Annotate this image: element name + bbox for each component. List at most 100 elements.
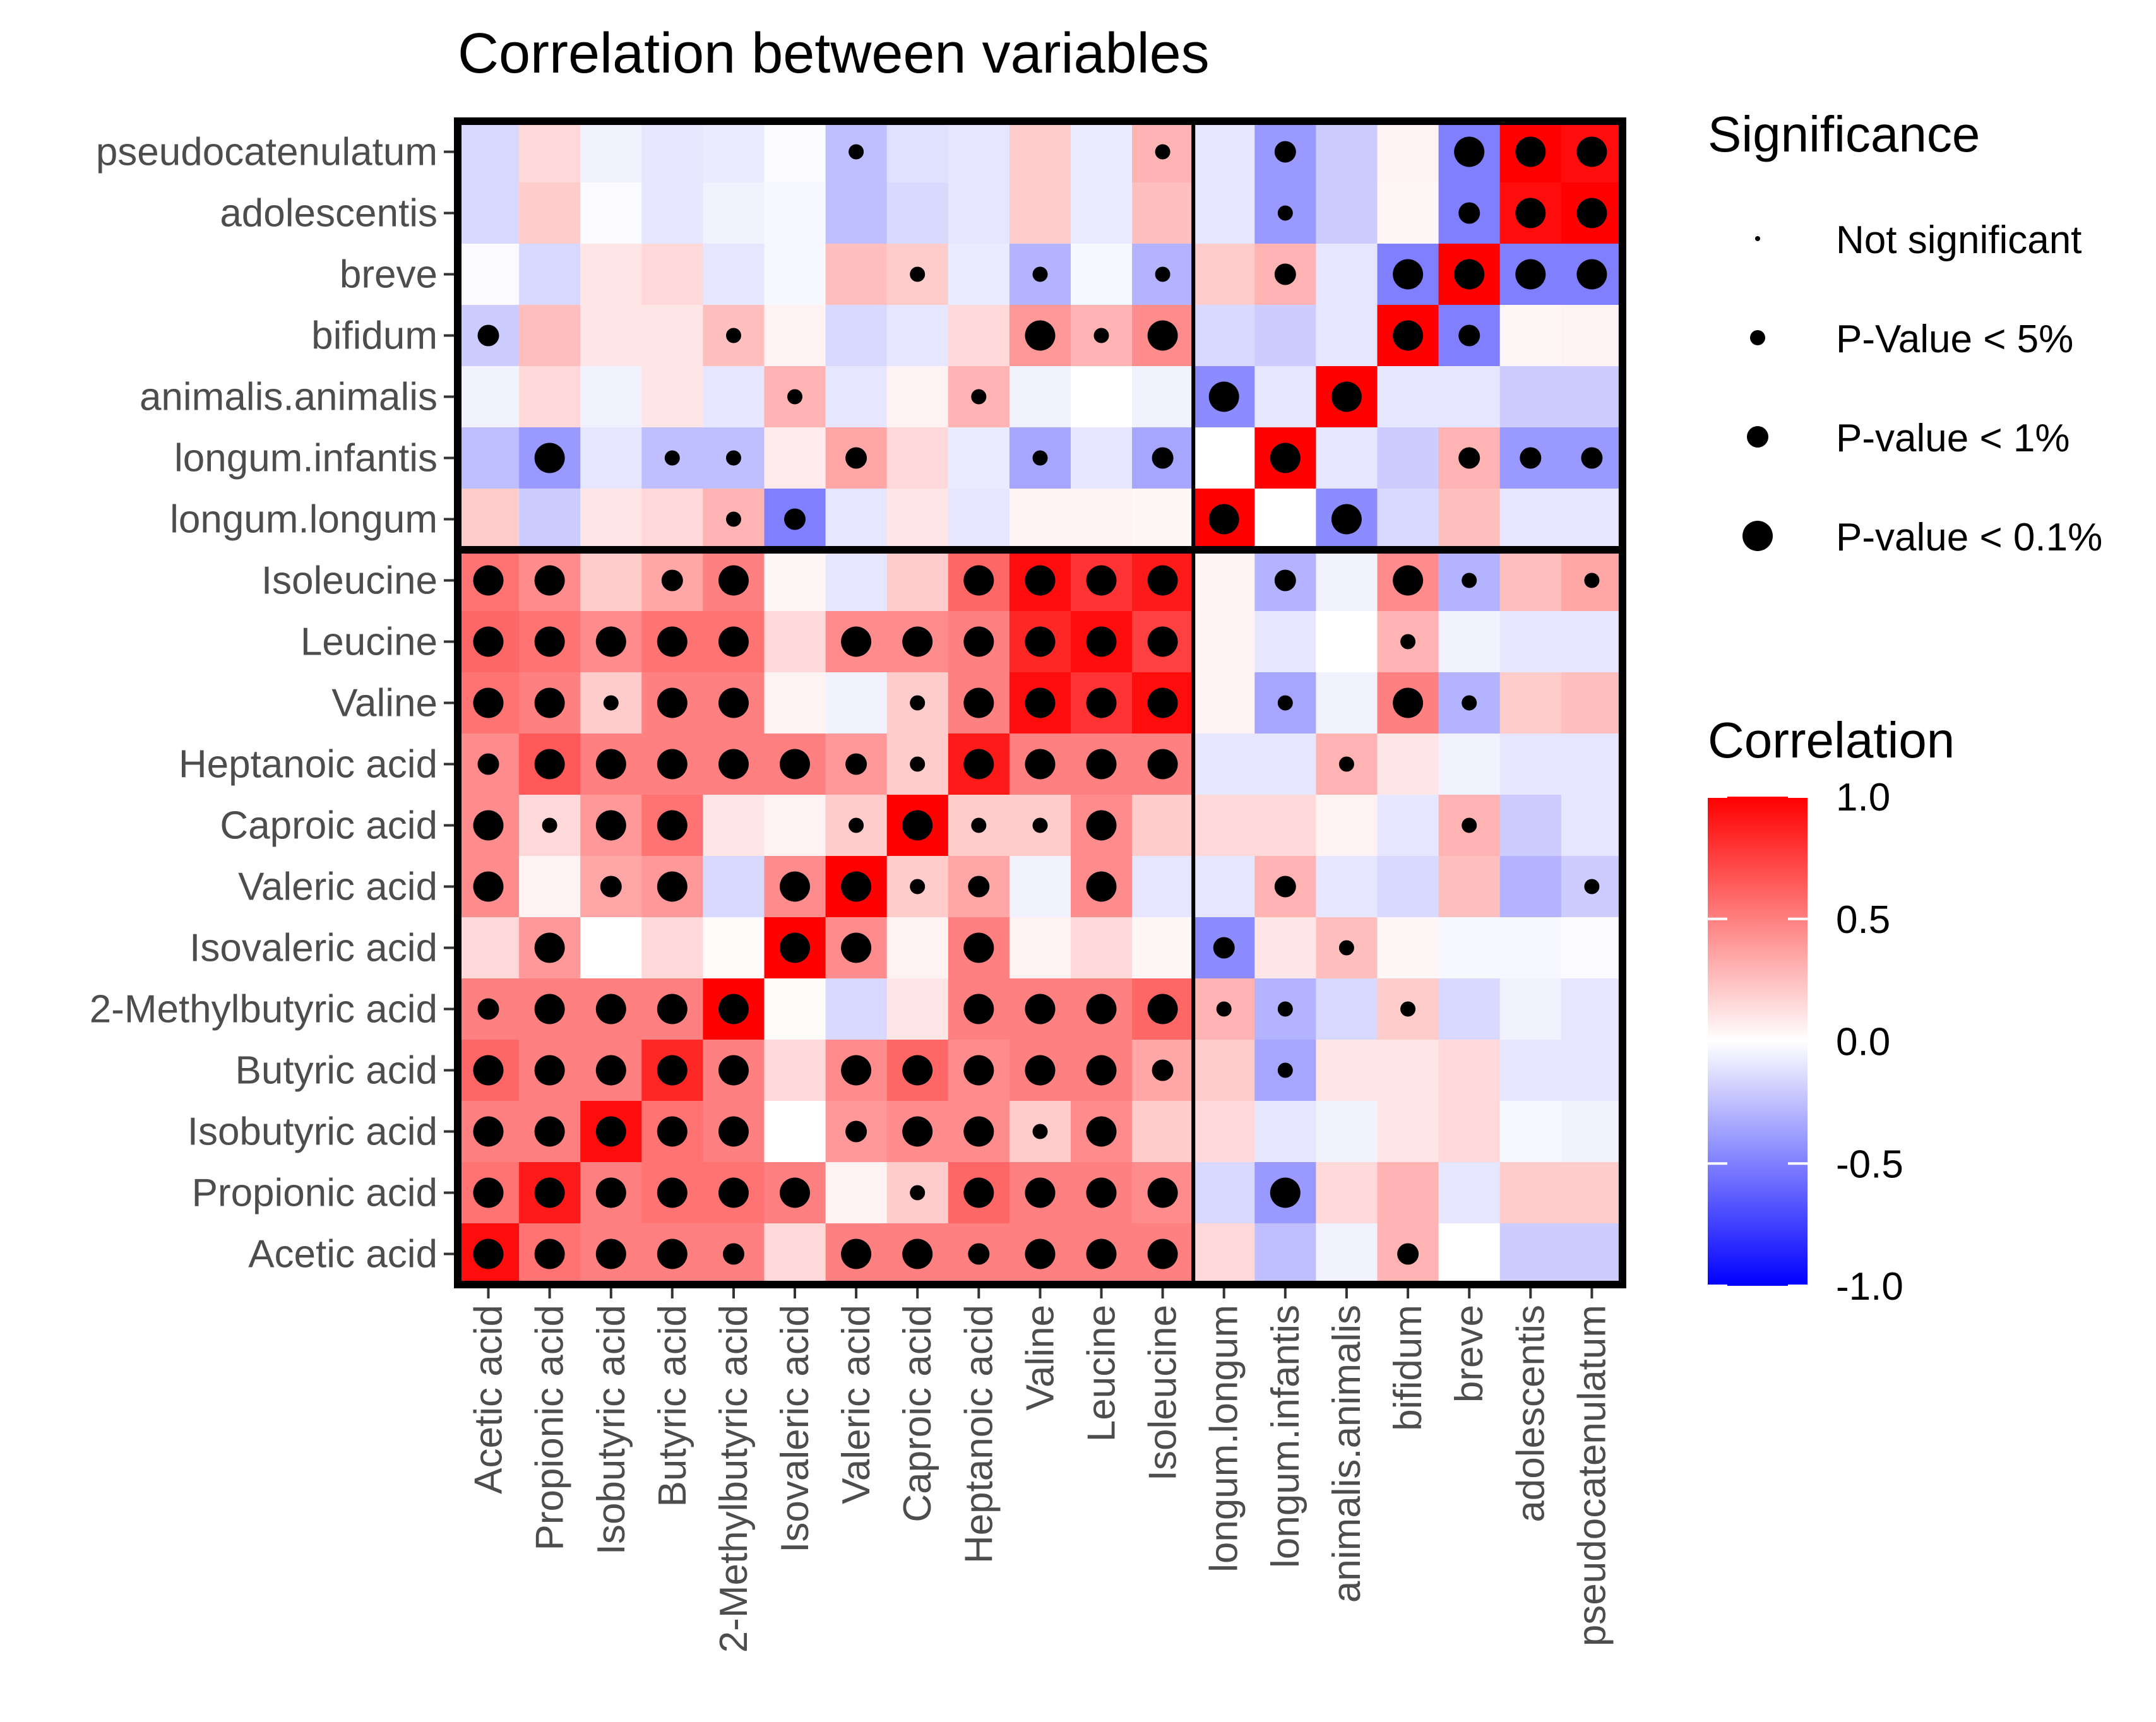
heatmap-cell — [886, 550, 949, 612]
heatmap-cell — [458, 244, 520, 306]
significance-dot — [534, 749, 565, 780]
significance-dot — [963, 932, 994, 963]
significance-dot — [1025, 565, 1056, 596]
significance-dot — [473, 1177, 504, 1208]
significance-dot — [473, 1055, 504, 1086]
heatmap-cell — [1561, 1162, 1623, 1224]
heatmap-cell — [1316, 611, 1378, 673]
heatmap-cell — [948, 121, 1010, 183]
significance-dot — [1515, 259, 1546, 290]
heatmap-cell — [580, 182, 642, 244]
heatmap-cell — [580, 489, 642, 550]
significance-dot — [595, 994, 626, 1024]
heatmap-cell — [1316, 1162, 1378, 1224]
significance-dot — [657, 749, 688, 780]
heatmap-cell — [1561, 672, 1623, 734]
heatmap-cell — [825, 978, 888, 1040]
significance-dot — [1576, 198, 1607, 229]
heatmap-cell — [1438, 856, 1501, 918]
heatmap-cell — [1377, 1101, 1439, 1163]
x-tick-label: Butyric acid — [651, 1305, 694, 1507]
significance-dot — [534, 1177, 565, 1208]
correlation-legend-ticks: 1.0 0.5 0.0 -0.5 -1.0 — [1708, 776, 1903, 1309]
significance-dot — [1270, 442, 1301, 473]
significance-dot — [1147, 626, 1178, 657]
significance-dot — [1025, 994, 1056, 1024]
significance-dot — [1025, 320, 1056, 351]
heatmap-cell — [519, 305, 581, 367]
significance-dot — [845, 753, 867, 775]
significance-dot — [849, 817, 864, 833]
significance-dot — [1331, 504, 1362, 535]
heatmap-cell — [1132, 366, 1194, 428]
heatmap-cell — [580, 427, 642, 489]
significance-dot — [902, 626, 933, 657]
significance-dot — [841, 871, 872, 902]
heatmap-cell — [1316, 1223, 1378, 1285]
heatmap-cell — [764, 121, 826, 183]
significance-dot — [971, 817, 987, 833]
heatmap-cell — [1193, 1223, 1255, 1285]
heatmap-cell — [458, 917, 520, 979]
heatmap-cell — [825, 182, 888, 244]
heatmap-cell — [1316, 182, 1378, 244]
colorbar-tick-label: 1.0 — [1836, 776, 1890, 819]
x-tick-label: Leucine — [1080, 1305, 1124, 1442]
heatmap-cell — [825, 305, 888, 367]
heatmap-cell — [1561, 489, 1623, 550]
significance-dot — [780, 1177, 810, 1208]
x-tick-label: breve — [1448, 1305, 1491, 1403]
heatmap-cell — [1561, 611, 1623, 673]
y-tick-label: adolescentis — [220, 192, 438, 235]
significance-dot — [1152, 1059, 1174, 1081]
significance-dot — [1393, 259, 1424, 290]
heatmap-cell — [1377, 856, 1439, 918]
heatmap-cell — [1561, 1101, 1623, 1163]
significance-dot — [963, 749, 994, 780]
heatmap-cell — [1071, 121, 1133, 183]
significance-dot — [1462, 695, 1477, 711]
significance-dot — [534, 687, 565, 718]
heatmap-cell — [1009, 489, 1071, 550]
significance-dot — [718, 749, 749, 780]
significance-dot — [534, 1116, 565, 1147]
significance-dot — [1462, 817, 1477, 833]
significance-legend: Significance — [1708, 106, 1980, 162]
significance-dot — [1032, 1124, 1048, 1139]
heatmap-cell — [1377, 121, 1439, 183]
significance-dot — [910, 266, 926, 282]
significance-dot — [1208, 504, 1239, 535]
heatmap-cell — [1438, 489, 1501, 550]
significance-dot — [477, 998, 499, 1020]
x-tick-label: Acetic acid — [467, 1305, 511, 1494]
y-tick-label: Isovaleric acid — [189, 927, 438, 970]
heatmap-cell — [1561, 1223, 1623, 1285]
heatmap-cell — [1499, 366, 1562, 428]
significance-dot — [1584, 573, 1600, 588]
significance-dot — [657, 1116, 688, 1147]
significance-dot — [473, 687, 504, 718]
heatmap-cell — [825, 244, 888, 306]
heatmap-cell — [886, 305, 949, 367]
y-tick-label: longum.infantis — [174, 437, 438, 480]
x-axis-tick-labels: Acetic acid Propionic acid Isobutyric acid… — [467, 1288, 1614, 1653]
x-tick-label: Propionic acid — [528, 1305, 572, 1550]
heatmap-cell — [886, 917, 949, 979]
heatmap-cell — [1561, 305, 1623, 367]
significance-dot — [1270, 1177, 1301, 1208]
significance-dot — [1400, 634, 1416, 650]
y-tick-label: breve — [340, 253, 438, 297]
heatmap-cell — [580, 550, 642, 612]
significance-dot — [910, 756, 926, 772]
heatmap-cell — [1316, 978, 1378, 1040]
heatmap-cell — [825, 672, 888, 734]
heatmap-cell — [1561, 978, 1623, 1040]
heatmap-cell — [1316, 1040, 1378, 1101]
heatmap-cell — [1193, 733, 1255, 795]
y-tick-label: Caproic acid — [220, 804, 438, 848]
correlation-legend-title: Correlation — [1708, 712, 1955, 768]
heatmap-cell — [1193, 1040, 1255, 1101]
heatmap-cell — [1071, 917, 1133, 979]
y-tick-label: longum.longum — [170, 498, 438, 542]
colorbar-tick-label: 0.5 — [1836, 898, 1890, 942]
